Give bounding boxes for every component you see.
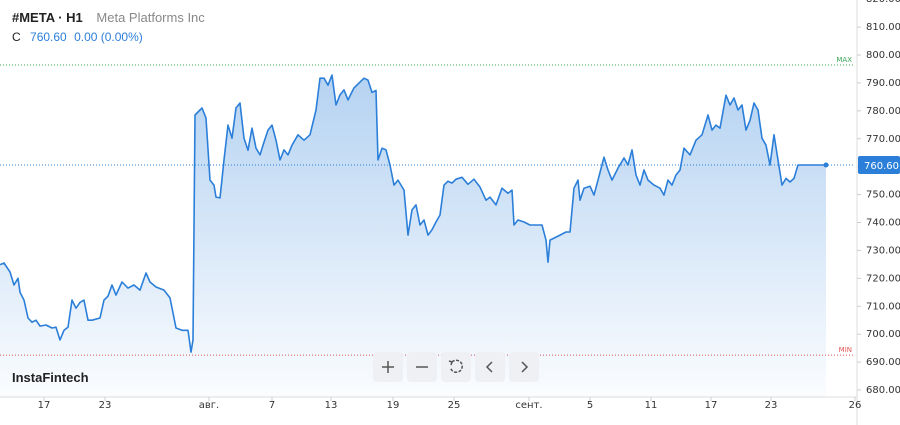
y-tick-label: 810.00	[866, 22, 900, 33]
x-tick-label: 5	[587, 400, 593, 411]
y-tick-label: 820.00	[866, 0, 900, 5]
scroll-right-button[interactable]	[509, 352, 539, 382]
area	[0, 75, 826, 397]
header-line-2: C 760.60 0.00 (0.00%)	[12, 30, 143, 44]
x-tick-label: 13	[325, 400, 338, 411]
y-tick-label: 680.00	[866, 385, 900, 396]
toolbar	[373, 352, 539, 382]
x-tick-label: 23	[765, 400, 778, 411]
right-icon	[521, 361, 529, 373]
x-tick-label: 23	[99, 400, 112, 411]
y-tick-label: 770.00	[866, 134, 900, 145]
x-tick-label: 17	[705, 400, 718, 411]
minus-icon	[416, 366, 428, 368]
y-tick-label: 690.00	[866, 357, 900, 368]
y-tick-label: 710.00	[866, 301, 900, 312]
max-line-label: MAX	[836, 56, 852, 64]
y-tick-label: 790.00	[866, 78, 900, 89]
scroll-left-button[interactable]	[475, 352, 505, 382]
y-tick-label: 740.00	[866, 218, 900, 229]
last-price-box	[858, 155, 900, 174]
x-tick-label: 11	[645, 400, 658, 411]
company-name: Meta Platforms Inc	[96, 10, 205, 25]
y-tick-label: 700.00	[866, 329, 900, 340]
close-value: 760.60	[30, 30, 67, 44]
price-line	[0, 74, 826, 353]
x-tick-label: 17	[38, 400, 51, 411]
brand: InstaFintech	[12, 370, 89, 385]
y-tick-label: 730.00	[866, 245, 900, 256]
zoom-in-button[interactable]	[373, 352, 403, 382]
last-price-label: 760.60	[864, 161, 899, 172]
x-tick-label: авг.	[199, 400, 219, 411]
x-tick-label: 19	[387, 400, 400, 411]
close-prefix: C	[12, 30, 21, 44]
y-tick-label: 750.00	[866, 190, 900, 201]
x-tick-label: сент.	[515, 400, 542, 411]
y-tick-label: 800.00	[866, 50, 900, 61]
symbol: #META · H1	[12, 10, 83, 25]
zoom-out-button[interactable]	[407, 352, 437, 382]
plus-icon	[382, 361, 394, 373]
x-tick-label: 25	[448, 400, 461, 411]
y-tick-label: 720.00	[866, 273, 900, 284]
header-line-1: #META · H1 Meta Platforms Inc	[12, 10, 205, 25]
last-point	[823, 162, 829, 168]
y-tick-label: 780.00	[866, 106, 900, 117]
left-icon	[485, 361, 493, 373]
reset-icon	[448, 359, 463, 373]
min-line-label: MIN	[839, 346, 852, 354]
reset-button[interactable]	[441, 352, 471, 382]
close-change: 0.00 (0.00%)	[74, 30, 143, 44]
x-tick-label: 26	[849, 400, 862, 411]
x-tick-label: 7	[269, 400, 275, 411]
